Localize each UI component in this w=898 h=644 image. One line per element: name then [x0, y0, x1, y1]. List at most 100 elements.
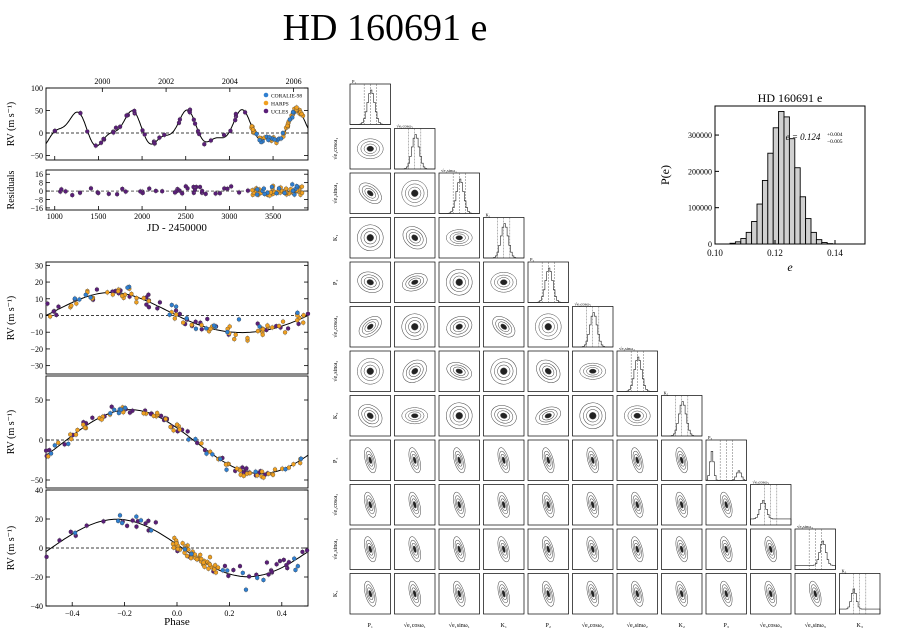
contour-level	[678, 542, 685, 556]
contour-level	[678, 587, 685, 601]
contour-level	[364, 447, 377, 474]
contour-level	[367, 453, 374, 467]
cell-frame	[483, 439, 525, 481]
contour-level	[675, 580, 688, 607]
corner-y-label: √e₃cosω₃	[332, 494, 339, 516]
ucles-point	[106, 191, 111, 196]
contour-level	[364, 188, 376, 199]
contour-level	[499, 495, 509, 515]
ucles-point	[124, 523, 130, 528]
histogram-bar	[778, 110, 785, 245]
x-tick-label: 0.14	[827, 248, 843, 258]
residuals-axis-label: Residuals	[6, 170, 17, 209]
contour-level	[455, 368, 463, 374]
coralie-point	[116, 410, 122, 416]
contour-level	[768, 590, 773, 598]
contour-level	[411, 587, 418, 601]
cell-frame	[483, 350, 525, 392]
contour-level	[675, 536, 688, 563]
contour-level	[368, 501, 373, 509]
y-tick-label: 8	[39, 179, 43, 188]
coralie-point	[204, 326, 209, 331]
contour-level	[364, 321, 376, 332]
ucles-point	[138, 189, 143, 194]
contour-level	[494, 274, 514, 290]
corner-y-label: K₃	[333, 591, 339, 597]
harps-point	[69, 436, 74, 442]
contour-level	[454, 450, 464, 470]
contour-level	[501, 545, 506, 553]
coralie-point	[254, 131, 259, 137]
phase-model-curve	[45, 409, 309, 475]
coralie-point	[254, 192, 260, 197]
legend: CORALIE-98 HARPS UCLES	[263, 92, 302, 116]
contour-level	[357, 138, 384, 159]
coralie-point	[83, 292, 88, 297]
coralie-point	[48, 451, 54, 456]
cell-frame	[394, 484, 436, 526]
corner-contour-cell	[349, 306, 391, 348]
corner-contour-cell	[483, 306, 525, 348]
ucles-point	[117, 124, 123, 129]
contour-level	[590, 501, 595, 509]
contour-level	[411, 234, 419, 241]
corner-contour-cell	[394, 395, 436, 437]
contour-level	[411, 453, 418, 467]
marginal-histogram	[439, 178, 480, 214]
histogram-annotation-lower: −0.005	[827, 139, 843, 145]
contour-level	[405, 317, 425, 337]
corner-contour-cell	[483, 395, 525, 437]
ucles-point	[93, 143, 98, 148]
cell-frame	[483, 528, 525, 570]
contour-level	[590, 545, 595, 553]
contour-level	[546, 456, 551, 464]
contour-level	[624, 405, 651, 426]
corner-y-label: √e₃sinω₃	[332, 539, 339, 560]
contour-level	[408, 447, 421, 474]
coralie-point	[184, 316, 189, 321]
harps-point	[174, 422, 180, 427]
legend-marker	[263, 100, 269, 106]
y-tick-label: −40	[30, 602, 43, 611]
ucles-point	[96, 190, 101, 196]
y-tick-label: 0	[39, 187, 43, 196]
y-tick-label: −30	[30, 362, 43, 371]
marginal-title: P₂	[530, 257, 535, 262]
contour-level	[408, 411, 422, 420]
cell-frame	[349, 128, 391, 170]
contour-level	[546, 590, 551, 598]
y-tick-label: −50	[30, 476, 43, 485]
coralie-point	[52, 443, 57, 448]
harps-point	[129, 291, 134, 297]
harps-point	[294, 105, 299, 110]
ucles-point	[245, 188, 251, 193]
corner-y-label: √e₁cosω₁	[332, 138, 339, 160]
harps-point	[301, 313, 306, 318]
contour-level	[635, 501, 640, 509]
histogram-bar	[772, 127, 780, 245]
harps-point	[151, 413, 156, 419]
contour-level	[545, 542, 552, 556]
contour-level	[405, 362, 424, 380]
contour-level	[631, 536, 644, 563]
contour-level	[412, 456, 417, 464]
coralie-point	[173, 304, 179, 309]
contour-level	[586, 447, 599, 474]
harps-point	[234, 466, 240, 471]
contour-level	[412, 590, 417, 598]
contour-level	[812, 587, 819, 601]
coralie-point	[204, 451, 209, 456]
contour-level	[535, 406, 561, 425]
harps-point	[68, 432, 73, 437]
harps-point	[134, 295, 139, 301]
contour-level	[500, 323, 507, 330]
contour-level	[358, 182, 382, 204]
harps-point	[141, 295, 146, 301]
ucles-point	[246, 574, 252, 579]
contour-level	[363, 231, 377, 245]
corner-x-label: √e₃sinω₃	[805, 622, 826, 629]
marginal-title: √e₁sinω₁	[441, 168, 457, 173]
contour-level	[500, 587, 507, 601]
coralie-point	[134, 514, 139, 519]
cell-frame	[527, 573, 569, 615]
